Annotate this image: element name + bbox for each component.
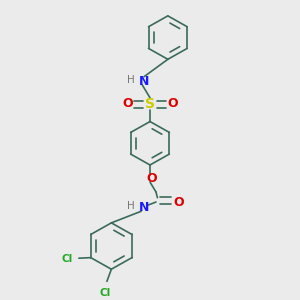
Text: Cl: Cl [62, 254, 73, 264]
Text: O: O [122, 97, 133, 110]
Text: H: H [128, 201, 135, 211]
Text: O: O [167, 97, 178, 110]
Text: N: N [139, 201, 149, 214]
Text: S: S [145, 97, 155, 111]
Text: O: O [173, 196, 184, 209]
Text: Cl: Cl [100, 288, 111, 298]
Text: N: N [139, 74, 149, 88]
Text: O: O [146, 172, 157, 185]
Text: H: H [128, 75, 135, 85]
